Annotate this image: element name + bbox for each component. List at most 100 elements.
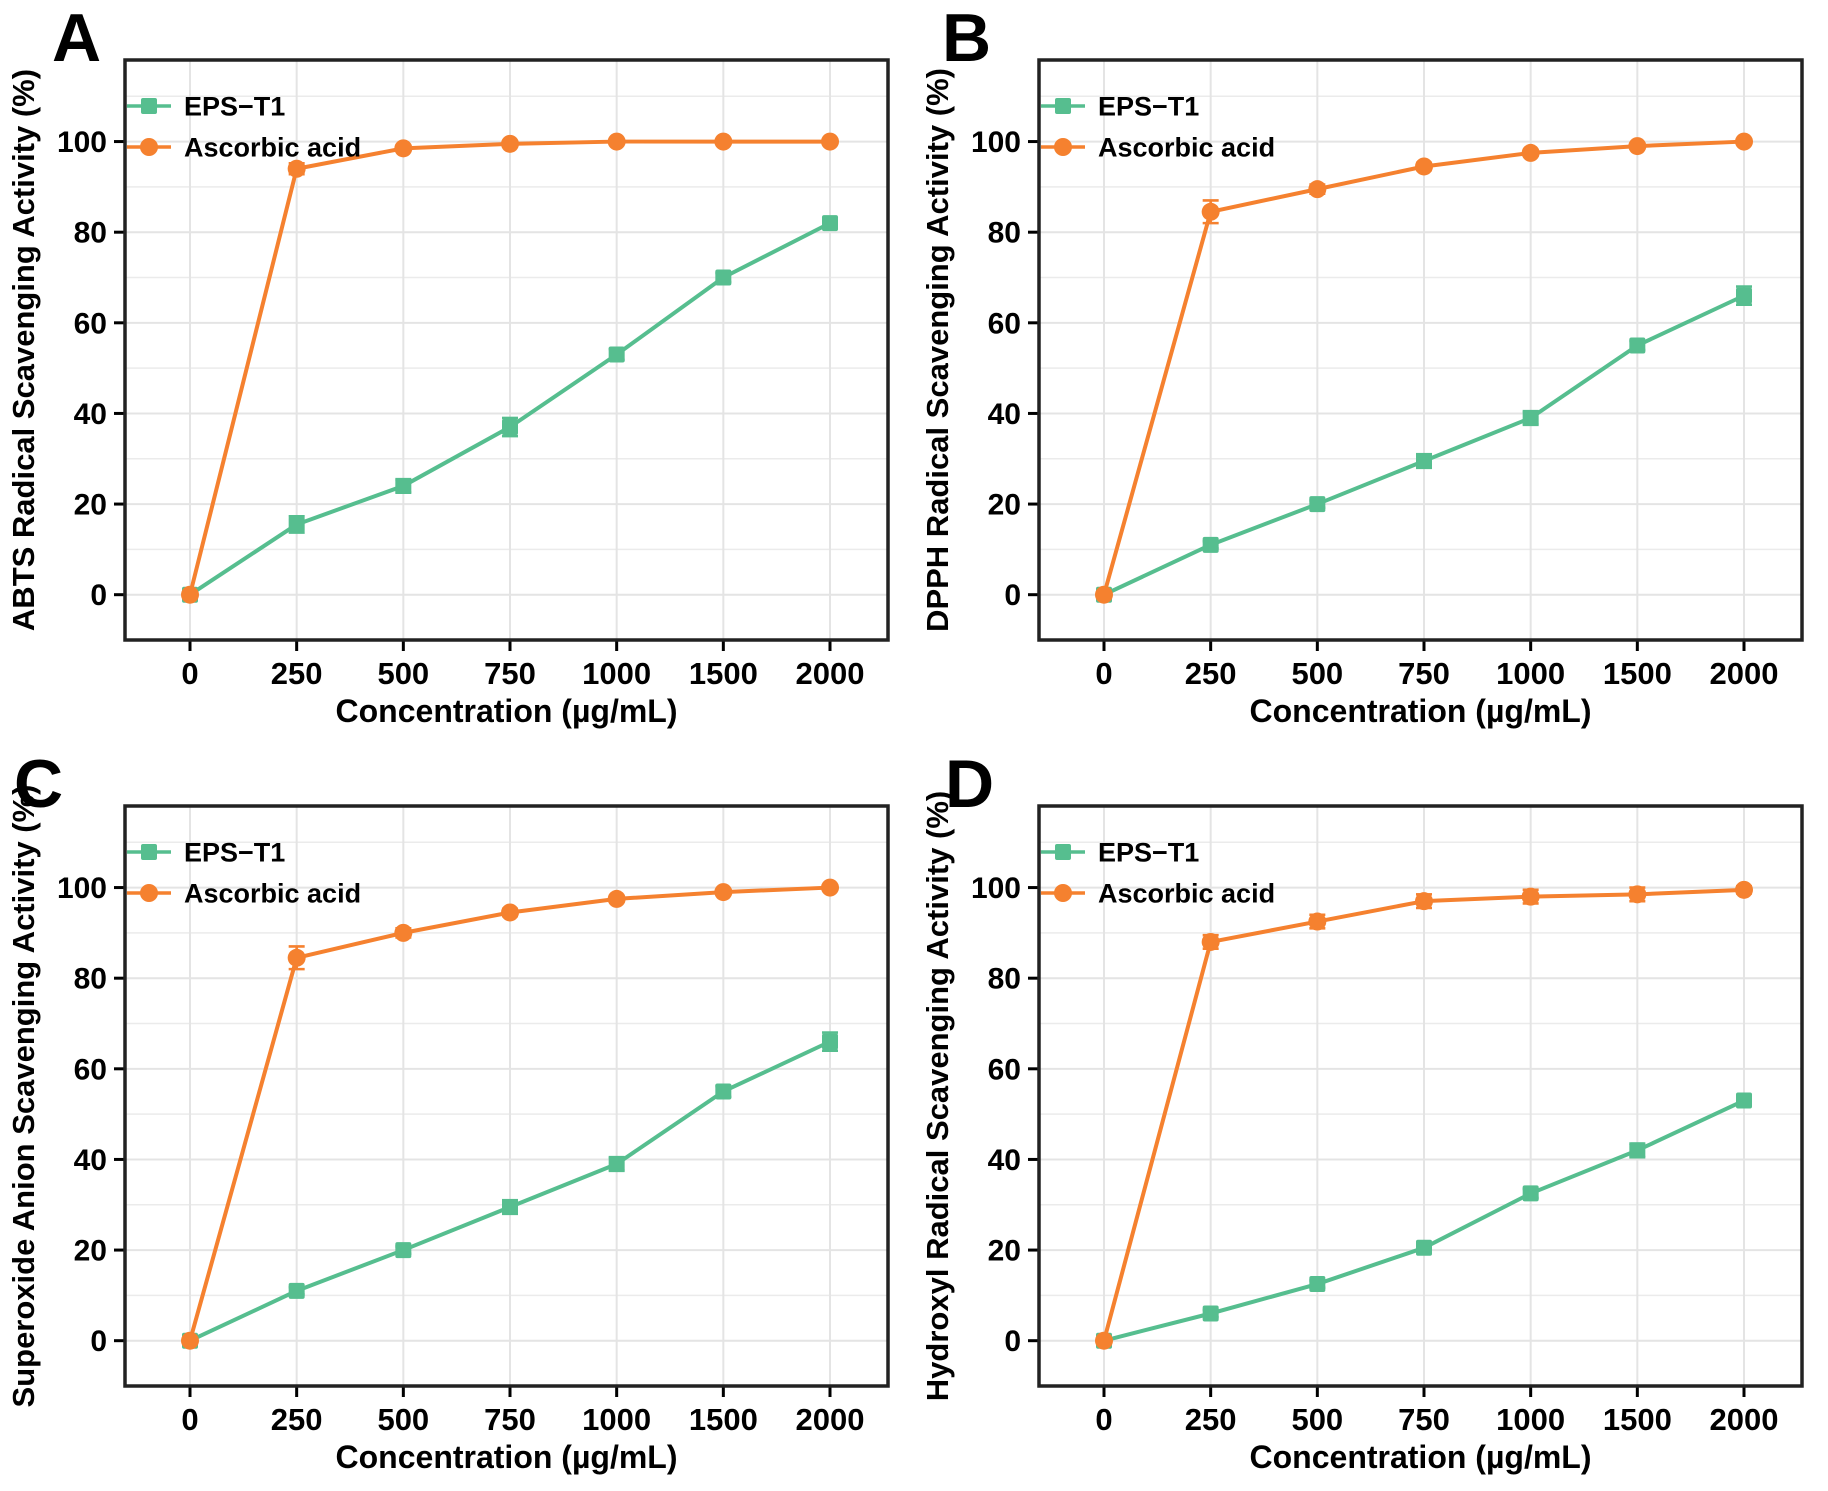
legend-label: EPS−T1: [1098, 838, 1199, 868]
data-point-marker: [1309, 496, 1326, 513]
x-tick-label: 2000: [1710, 656, 1779, 691]
y-tick-label: 100: [971, 126, 1021, 159]
legend-label: Ascorbic acid: [184, 133, 361, 163]
y-tick-label: 100: [971, 872, 1021, 905]
x-axis-title: Concentration (µg/mL): [1250, 693, 1592, 729]
y-tick-label: 40: [74, 398, 107, 431]
y-tick-label: 60: [74, 1053, 107, 1086]
x-tick-label: 750: [1398, 656, 1450, 691]
data-point-marker: [1629, 337, 1646, 354]
legend-marker-ascorbic: [1054, 884, 1072, 902]
data-point-marker: [395, 1242, 412, 1259]
data-point-marker: [502, 419, 518, 436]
x-tick-label: 1000: [1496, 656, 1565, 691]
plot-border: [1037, 804, 1804, 1388]
data-point-marker: [395, 477, 412, 494]
x-tick-label: 750: [1398, 1402, 1450, 1437]
data-point-marker: [715, 269, 732, 286]
y-tick-label: 0: [1004, 1325, 1021, 1358]
legend-marker-eps_t1: [141, 844, 157, 860]
plot-border: [1037, 58, 1804, 642]
legend-label: Ascorbic acid: [1098, 879, 1275, 909]
x-tick-label: 0: [181, 656, 198, 691]
series-ascorbic: [181, 878, 839, 1350]
legend-marker-eps_t1: [1055, 98, 1071, 114]
gridlines: [125, 806, 888, 1386]
data-point-marker: [1629, 1142, 1646, 1159]
data-point-marker: [1628, 885, 1647, 904]
y-tick-label: 60: [988, 1053, 1021, 1086]
panel-letter-b: B: [942, 0, 992, 76]
series-ascorbic: [181, 132, 839, 604]
data-point-marker: [287, 159, 306, 178]
data-point-marker: [1522, 409, 1539, 426]
data-point-marker: [1415, 157, 1433, 176]
x-tick-label: 2000: [1710, 1402, 1779, 1437]
data-point-marker: [1415, 892, 1433, 911]
legend: EPS−T1 Ascorbic acid: [127, 92, 361, 163]
data-point-marker: [1095, 1331, 1113, 1350]
legend-marker-eps_t1: [141, 98, 157, 114]
x-tick-label: 250: [1185, 1402, 1237, 1437]
x-tick-label: 1500: [689, 1402, 758, 1437]
data-point-marker: [181, 585, 199, 604]
data-point-marker: [822, 215, 838, 232]
data-point-marker: [181, 1331, 199, 1350]
y-tick-label: 80: [988, 963, 1021, 996]
data-point-marker: [821, 878, 839, 897]
panel-letter-a: A: [52, 0, 102, 76]
panel-letter-c: C: [14, 746, 64, 822]
y-axis-title: Superoxide Anion Scavenging Activity (%): [6, 785, 41, 1408]
y-tick-label: 60: [988, 307, 1021, 340]
data-point-marker: [502, 1199, 518, 1216]
data-point-marker: [1201, 932, 1220, 951]
y-tick-label: 20: [988, 1235, 1021, 1268]
y-tick-label: 100: [57, 126, 107, 159]
x-tick-label: 500: [377, 656, 429, 691]
data-point-marker: [501, 134, 519, 153]
x-tick-label: 1000: [582, 656, 651, 691]
data-point-marker: [1521, 143, 1540, 162]
panel-letter-d: D: [945, 746, 995, 822]
y-tick-label: 80: [74, 217, 107, 250]
y-tick-label: 40: [988, 398, 1021, 431]
data-point-marker: [608, 346, 625, 363]
plot-border: [123, 804, 890, 1388]
data-point-marker: [1308, 180, 1327, 199]
data-point-marker: [1308, 912, 1327, 931]
x-tick-label: 500: [377, 1402, 429, 1437]
data-point-marker: [821, 132, 839, 151]
data-point-marker: [607, 132, 626, 151]
plot-border: [123, 58, 890, 642]
y-tick-label: 60: [74, 307, 107, 340]
legend-marker-ascorbic: [1054, 138, 1072, 156]
data-point-marker: [1736, 1092, 1752, 1109]
data-point-marker: [607, 889, 626, 908]
legend-label: EPS−T1: [1098, 92, 1199, 122]
y-axis-title: Hydroxyl Radical Scavenging Activity (%): [920, 791, 955, 1401]
legend-label: EPS−T1: [184, 838, 285, 868]
x-tick-label: 0: [181, 1402, 198, 1437]
data-point-marker: [714, 132, 733, 151]
data-point-marker: [288, 1282, 305, 1299]
data-point-marker: [1416, 453, 1432, 470]
x-tick-label: 1000: [582, 1402, 651, 1437]
x-tick-label: 500: [1291, 656, 1343, 691]
data-point-marker: [1202, 536, 1219, 553]
y-tick-label: 40: [74, 1144, 107, 1177]
legend-marker-ascorbic: [140, 138, 158, 156]
data-point-marker: [1735, 880, 1753, 899]
x-tick-label: 250: [1185, 656, 1237, 691]
data-point-marker: [608, 1155, 625, 1172]
data-point-marker: [394, 139, 413, 158]
data-point-marker: [1628, 137, 1647, 156]
y-tick-label: 0: [90, 579, 107, 612]
data-point-marker: [715, 1083, 732, 1100]
data-point-marker: [1095, 585, 1113, 604]
